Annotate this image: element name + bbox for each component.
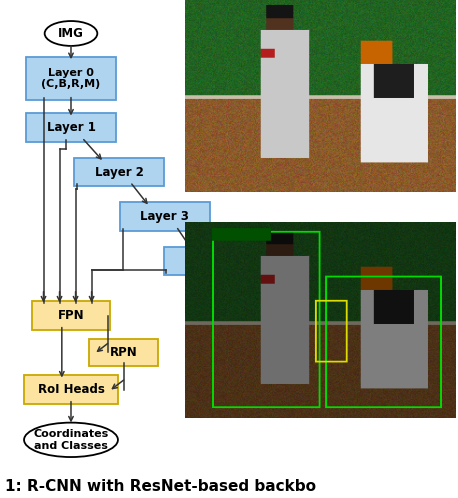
- FancyBboxPatch shape: [24, 375, 118, 404]
- Ellipse shape: [44, 21, 97, 46]
- Text: IMG: IMG: [58, 27, 84, 40]
- Text: Layer 0
(C,B,R,M): Layer 0 (C,B,R,M): [41, 68, 101, 89]
- Text: RoI Heads: RoI Heads: [38, 383, 104, 396]
- FancyBboxPatch shape: [32, 301, 110, 330]
- FancyBboxPatch shape: [26, 57, 115, 100]
- Text: Layer 2: Layer 2: [95, 166, 143, 179]
- Text: Layer 1: Layer 1: [47, 121, 95, 134]
- Text: Layer 4: Layer 4: [184, 254, 233, 267]
- FancyBboxPatch shape: [26, 114, 115, 142]
- FancyBboxPatch shape: [120, 202, 209, 231]
- Text: Coordinates
and Classes: Coordinates and Classes: [33, 429, 109, 451]
- FancyBboxPatch shape: [164, 247, 253, 275]
- FancyBboxPatch shape: [74, 158, 164, 186]
- Text: 1: R-CNN with ResNet-based backbo: 1: R-CNN with ResNet-based backbo: [5, 479, 316, 495]
- Text: RPN: RPN: [110, 346, 137, 359]
- Ellipse shape: [24, 423, 118, 457]
- Text: FPN: FPN: [58, 309, 84, 322]
- FancyBboxPatch shape: [89, 339, 158, 366]
- Text: Layer 3: Layer 3: [141, 210, 189, 223]
